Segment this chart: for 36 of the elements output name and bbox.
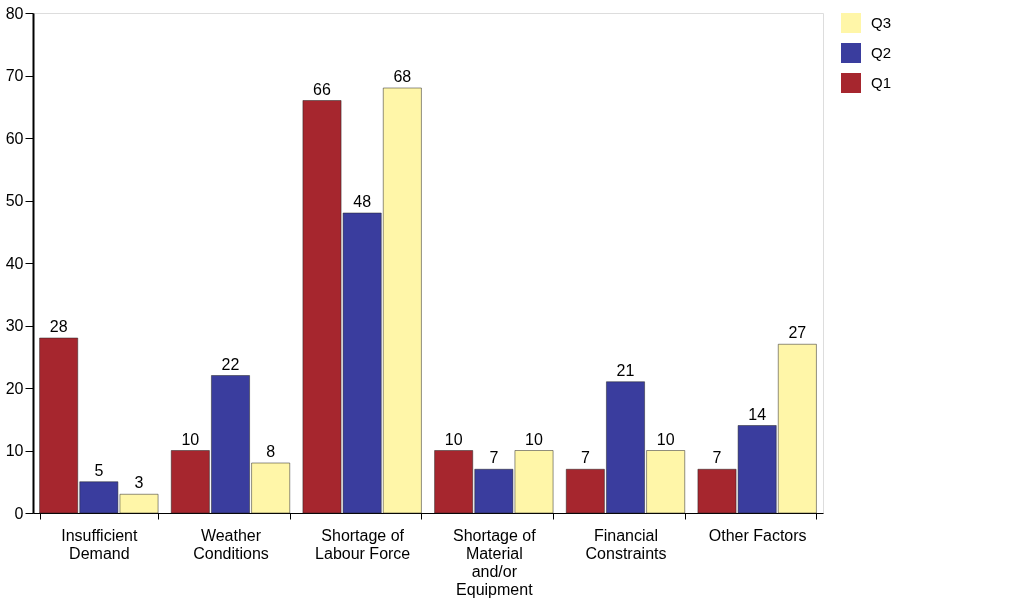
y-tick-label: 20 — [5, 379, 24, 397]
y-tick-label: 30 — [5, 317, 24, 334]
y-tick-label: 50 — [5, 192, 24, 209]
data-label: 10 — [181, 430, 200, 448]
data-label: 68 — [393, 68, 412, 85]
x-tick-label: Financial Constraints — [585, 526, 667, 562]
data-label: 3 — [134, 474, 144, 492]
data-label: 8 — [266, 443, 276, 460]
x-tick-label: Weather Conditions — [193, 526, 269, 562]
data-label: 7 — [489, 449, 499, 467]
data-label: 10 — [444, 430, 463, 448]
y-tick-label: 40 — [5, 254, 24, 272]
x-tick-label: Insufficient Demand — [61, 526, 138, 562]
legend-label: Q3 — [871, 14, 892, 31]
y-tick-label: 60 — [5, 129, 24, 147]
x-tick-label: Shortage of Labour Force — [315, 526, 411, 562]
data-label: 5 — [94, 461, 104, 479]
legend-label: Q1 — [871, 74, 892, 91]
x-tick-label: Shortage of Material and/or Equipment — [452, 526, 537, 598]
data-label: 7 — [712, 449, 722, 467]
y-tick-label: 80 — [5, 4, 24, 22]
legend-label: Q2 — [871, 44, 892, 61]
data-label: 10 — [525, 430, 543, 448]
y-tick-label: 0 — [14, 504, 24, 522]
data-label: 66 — [313, 80, 331, 98]
data-label: 10 — [656, 430, 675, 448]
data-label: 7 — [580, 449, 590, 467]
y-tick-label: 10 — [5, 442, 24, 459]
data-label: 48 — [353, 193, 372, 210]
data-label: 22 — [221, 355, 240, 373]
data-label: 28 — [49, 318, 68, 335]
data-label: 21 — [616, 361, 635, 379]
x-tick-label: Other Factors — [708, 526, 807, 544]
data-label: 27 — [788, 324, 807, 342]
y-tick-label: 70 — [5, 67, 24, 84]
data-label: 14 — [748, 405, 767, 423]
